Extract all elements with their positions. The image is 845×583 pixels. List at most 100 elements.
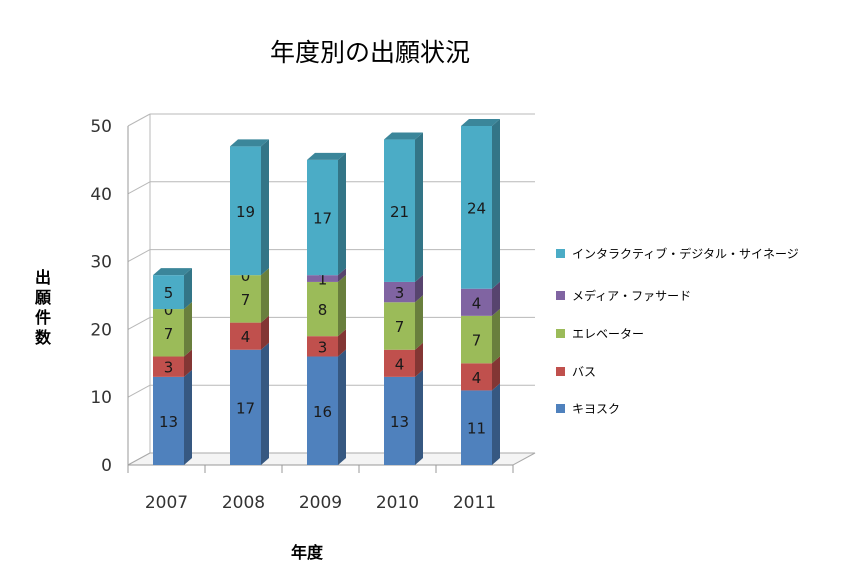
data-label: 11: [467, 420, 486, 438]
legend-label: キヨスク: [572, 402, 620, 416]
bar-segment-side: [492, 383, 500, 465]
bar-segment: [461, 315, 492, 364]
bar-segment-side: [492, 119, 500, 289]
data-label: 7: [164, 325, 174, 343]
bar-segment: [461, 288, 492, 316]
bar-segment: [461, 363, 492, 391]
bar-top: [384, 132, 423, 140]
x-tick-label: 2009: [299, 493, 342, 513]
bar-segment: [461, 390, 492, 465]
legend-swatch: [556, 404, 565, 413]
data-label: 17: [313, 210, 332, 228]
bar-segment-side: [338, 349, 346, 465]
bar-segment-side: [184, 369, 192, 465]
data-label: 21: [390, 203, 409, 221]
data-label: 13: [390, 413, 409, 431]
gridline-side: [127, 384, 151, 398]
gridline-side: [127, 249, 151, 263]
data-label: 7: [395, 318, 405, 336]
data-label: 7: [241, 291, 251, 309]
bar-segment-side: [184, 302, 192, 357]
bar-segment: [307, 275, 338, 282]
x-axis-title: 年度: [291, 543, 324, 562]
bar-segment: [384, 376, 415, 465]
data-label: 3: [164, 359, 174, 377]
bar-stack: 13 3 7 05: [153, 268, 192, 465]
data-label: 3: [318, 338, 328, 356]
bar-segment-side: [261, 315, 269, 350]
legend-swatch: [556, 291, 565, 300]
y-axis-title-char: 願: [35, 288, 52, 307]
legend-swatch: [556, 329, 565, 338]
legend-label: インタラクティブ・デジタル・サイネージ: [572, 246, 799, 261]
y-tick-label: 0: [101, 456, 112, 476]
y-tick-label: 40: [90, 185, 112, 205]
bar-segment: [230, 146, 261, 276]
bar-segment-side: [492, 356, 500, 391]
legend-swatch: [556, 367, 565, 376]
bar-top: [461, 119, 500, 126]
bar-segment: [230, 275, 261, 323]
data-label: 1: [318, 271, 328, 289]
bar-segment-side: [184, 349, 192, 377]
bar-segment-side: [261, 342, 269, 465]
gridline-side: [127, 316, 151, 330]
bar-segment: [307, 159, 338, 276]
data-label: 0: [164, 301, 174, 319]
bar-segment-side: [415, 295, 423, 350]
bar-top: [153, 268, 192, 276]
bar-segment-side: [338, 152, 346, 276]
bar-segment: [230, 322, 261, 350]
bar-segment-side: [415, 342, 423, 377]
bar-segment-side: [338, 329, 346, 357]
y-tick-label: 30: [90, 253, 112, 273]
x-tick-label: 2010: [376, 493, 419, 513]
y-axis-title-char: 数: [35, 328, 52, 347]
y-tick-label: 20: [90, 320, 112, 340]
data-label: 16: [313, 403, 332, 421]
data-label: 24: [467, 199, 486, 217]
bar-segment: [153, 275, 184, 310]
y-axis-title-char: 件: [35, 308, 51, 327]
bar-segment: [307, 356, 338, 465]
bar-top: [307, 152, 346, 160]
bar-segment-side: [492, 281, 500, 316]
y-tick-label: 10: [90, 388, 112, 408]
bar-segment-side: [492, 308, 500, 364]
bar-segment: [461, 126, 492, 289]
bar-segment-side: [184, 268, 192, 310]
bar-segment-side: [415, 274, 423, 303]
data-label: 4: [241, 328, 251, 346]
bar-segment-side: [415, 132, 423, 282]
bar-stack: 13 4 7 3 21: [384, 132, 423, 465]
data-label: 0: [241, 267, 251, 285]
bar-segment: [153, 309, 184, 357]
x-tick-label: 2007: [145, 493, 188, 513]
legend-swatch: [556, 249, 565, 258]
gridline-side: [127, 113, 151, 127]
x-tick-label: 2008: [222, 493, 265, 513]
bar-segment-side: [338, 274, 346, 337]
bar-segment: [384, 302, 415, 350]
bar-stack: 16 3 8 1 17: [307, 152, 346, 465]
bar-segment: [384, 139, 415, 282]
legend-label: メディア・ファサード: [572, 288, 691, 303]
x-tick-label: 2011: [453, 493, 496, 513]
bar-segment-side: [261, 139, 269, 276]
legend-label: エレベーター: [572, 327, 644, 341]
bar-segment: [230, 349, 261, 465]
bar-stack: 17 4 7 0 19: [230, 139, 269, 465]
bar-segment-side: [338, 268, 346, 282]
data-label: 7: [472, 332, 482, 350]
data-label: 3: [395, 284, 405, 302]
bar-segment: [153, 376, 184, 465]
bar-segment-side: [261, 268, 269, 323]
data-label: 5: [164, 284, 174, 302]
chart-title: 年度別の出願状況: [270, 38, 470, 67]
bar-segment-side: [415, 369, 423, 465]
bar-top: [230, 139, 269, 147]
y-tick-label: 50: [90, 117, 112, 137]
